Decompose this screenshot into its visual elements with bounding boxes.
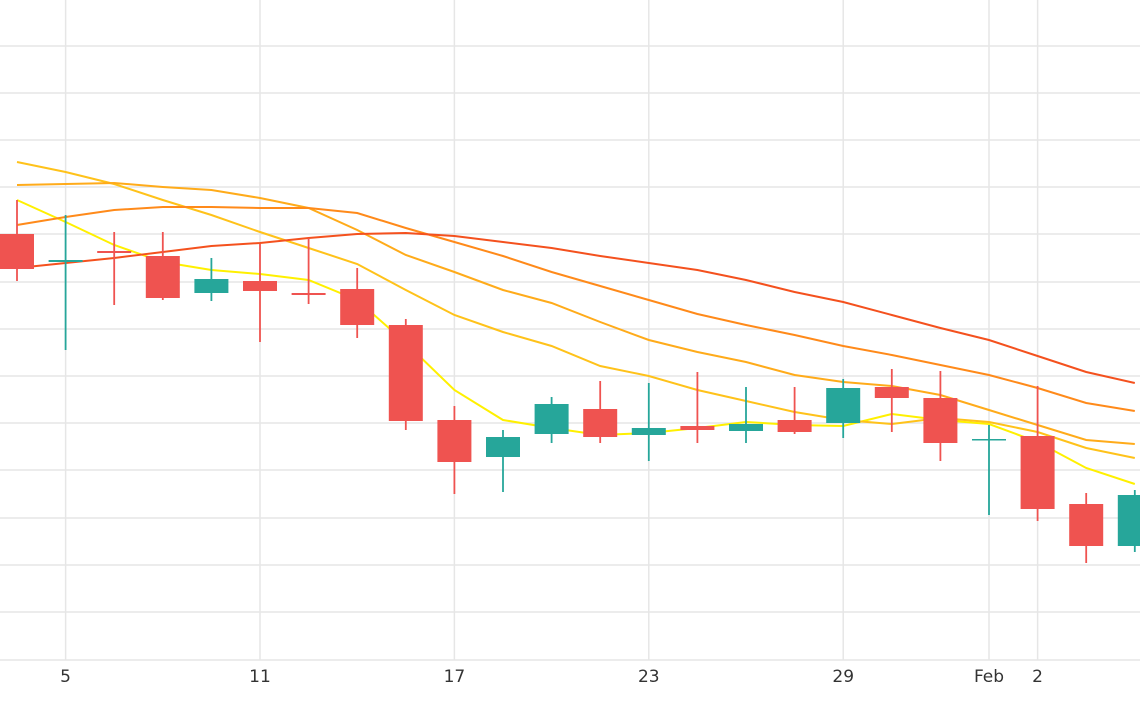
candle-body <box>923 398 958 443</box>
candle-body <box>486 437 520 457</box>
x-tick-label: 2 <box>1032 667 1043 687</box>
candle-body <box>340 289 375 325</box>
candle-body <box>534 404 569 434</box>
candle-body <box>874 387 909 398</box>
candle-body <box>729 424 763 431</box>
candle-body <box>972 439 1006 441</box>
candle-body <box>1117 495 1140 546</box>
candle-body <box>243 281 277 291</box>
candle-body <box>388 325 423 421</box>
x-tick-label: 5 <box>60 667 71 687</box>
candle-body <box>826 388 861 423</box>
moving-average-line <box>16 231 1136 384</box>
candle-body <box>631 428 666 435</box>
moving-average-line <box>16 206 1135 412</box>
candle-body <box>194 279 229 293</box>
candle-body <box>777 420 812 432</box>
candle-body <box>0 234 34 269</box>
moving-average-line <box>16 181 1135 445</box>
candle-body <box>437 420 472 462</box>
candle-body <box>145 256 180 298</box>
x-tick-label: 29 <box>832 667 854 687</box>
candle-body <box>1020 436 1055 509</box>
candle-body <box>48 260 83 262</box>
candle-body <box>291 293 326 295</box>
candle-body <box>97 251 132 253</box>
candle-body <box>1069 504 1104 546</box>
x-tick-label: 11 <box>249 667 271 687</box>
x-tick-label: 17 <box>444 667 466 687</box>
candle-body <box>680 426 715 430</box>
x-tick-label: 23 <box>638 667 660 687</box>
candle-body <box>583 409 618 437</box>
moving-average-line <box>16 199 1136 485</box>
x-tick-label: Feb <box>974 667 1004 687</box>
